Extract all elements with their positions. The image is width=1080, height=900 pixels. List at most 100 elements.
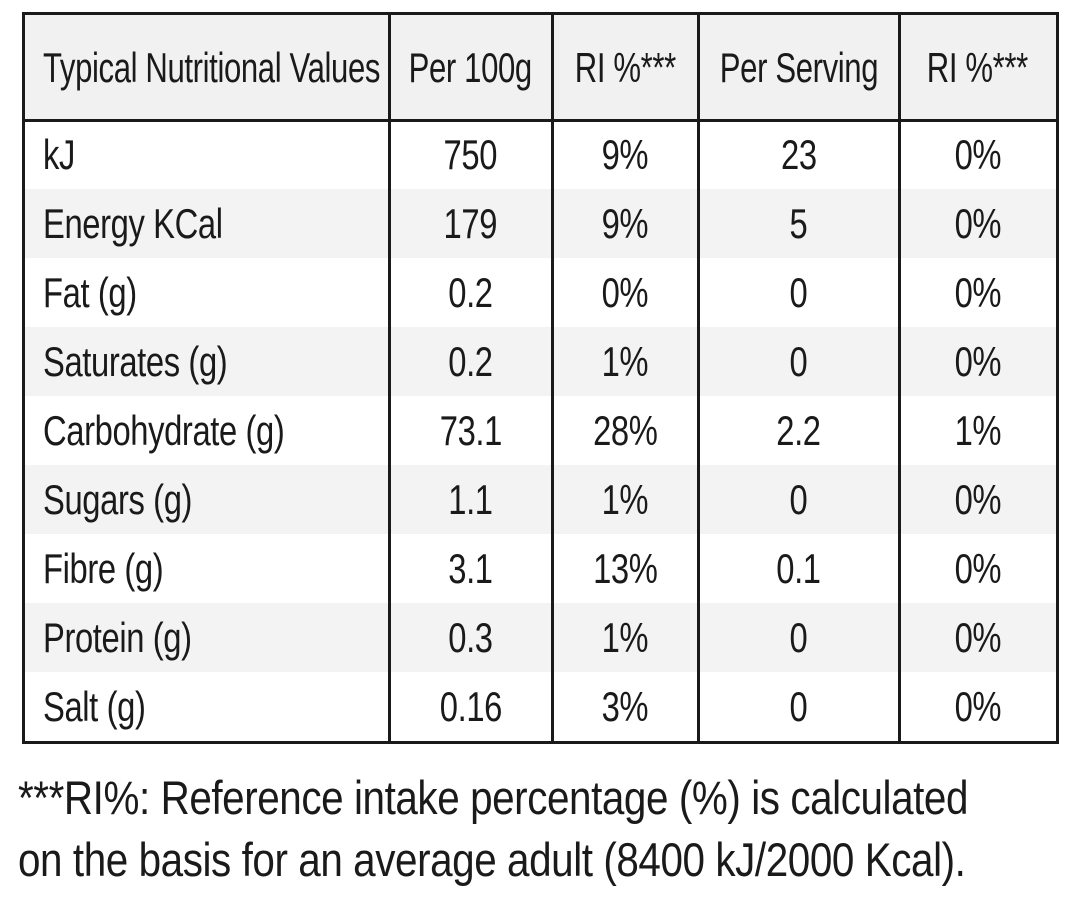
cell-text: RI %*** (926, 43, 1029, 91)
table-cell: 0% (899, 465, 1056, 534)
table-cell: 1% (899, 396, 1056, 465)
table-cell: 0% (899, 327, 1056, 396)
nutrition-table: Typical Nutritional Values Per 100g RI %**… (22, 12, 1059, 744)
cell-text: 1% (601, 613, 649, 661)
cell-text: 0% (954, 475, 1001, 523)
table-cell: 1.1 (389, 465, 552, 534)
cell-text: Protein (g) (43, 613, 192, 661)
cell-text: Fibre (g) (43, 544, 164, 592)
cell-text: 0 (789, 682, 808, 730)
table-cell: 0% (899, 603, 1056, 672)
cell-text: 73.1 (439, 406, 502, 454)
table-cell: Saturates (g) (25, 327, 389, 396)
table-cell: 13% (552, 534, 698, 603)
cell-text: 0% (954, 268, 1001, 316)
cell-text: 0.3 (448, 613, 493, 661)
cell-text: 0.2 (448, 268, 493, 316)
table-cell: 179 (389, 189, 552, 258)
table-cell: Fat (g) (25, 258, 389, 327)
cell-text: 0% (954, 544, 1001, 592)
table-cell: 3.1 (389, 534, 552, 603)
table-cell: Sugars (g) (25, 465, 389, 534)
cell-text: 28% (592, 406, 658, 454)
table-cell: 5 (698, 189, 899, 258)
header-cell: RI %*** (899, 15, 1056, 120)
table-cell: 0 (698, 258, 899, 327)
cell-text: 0 (789, 475, 808, 523)
table-cell: 0% (899, 258, 1056, 327)
cell-text: 0% (954, 337, 1001, 385)
cell-text: Per 100g (408, 43, 533, 91)
cell-text: 9% (601, 130, 649, 178)
table-cell: Salt (g) (25, 672, 389, 741)
table-cell: Energy KCal (25, 189, 389, 258)
table-cell: 23 (698, 120, 899, 189)
table-cell: 9% (552, 120, 698, 189)
column-divider (551, 15, 554, 741)
column-divider (697, 15, 700, 741)
cell-text: Salt (g) (43, 682, 146, 730)
header-cell: Per 100g (389, 15, 552, 120)
cell-text: 0.1 (776, 544, 821, 592)
cell-text: 0% (601, 268, 649, 316)
table-cell: 73.1 (389, 396, 552, 465)
cell-text: 13% (592, 544, 658, 592)
header-cell: Typical Nutritional Values (25, 15, 389, 120)
table-cell: 0.1 (698, 534, 899, 603)
cell-text: 0 (789, 268, 808, 316)
cell-text: 179 (443, 199, 498, 247)
table-cell: 2.2 (698, 396, 899, 465)
cell-text: Energy KCal (43, 199, 223, 247)
table-cell: 28% (552, 396, 698, 465)
footnote-line: ***RI%: Reference intake percentage (%) … (18, 771, 969, 824)
cell-text: 1% (954, 406, 1001, 454)
cell-text: 0% (954, 130, 1001, 178)
cell-text: 1.1 (448, 475, 493, 523)
cell-text: Carbohydrate (g) (43, 406, 285, 454)
table-cell: 0.2 (389, 327, 552, 396)
table-cell: 750 (389, 120, 552, 189)
table-cell: 0% (899, 534, 1056, 603)
cell-text: 3.1 (448, 544, 493, 592)
footnote-line: on the basis for an average adult (8400 … (18, 833, 966, 886)
table-cell: 0% (899, 672, 1056, 741)
table-cell: 0% (899, 120, 1056, 189)
header-cell: RI %*** (552, 15, 698, 120)
table-cell: 0.2 (389, 258, 552, 327)
table-cell: Protein (g) (25, 603, 389, 672)
cell-text: Per Serving (719, 43, 878, 91)
cell-text: 0 (789, 337, 808, 385)
cell-text: Sugars (g) (43, 475, 193, 523)
table-cell: Carbohydrate (g) (25, 396, 389, 465)
cell-text: 9% (601, 199, 649, 247)
table-cell: kJ (25, 120, 389, 189)
table-cell: 0.16 (389, 672, 552, 741)
cell-text: RI %*** (574, 43, 676, 91)
column-divider (898, 15, 901, 741)
table-cell: 0% (552, 258, 698, 327)
cell-text: 0% (954, 199, 1001, 247)
cell-text: 23 (780, 130, 817, 178)
table-cell: 1% (552, 327, 698, 396)
cell-text: 1% (601, 337, 649, 385)
cell-text: 2.2 (776, 406, 821, 454)
table-cell: Fibre (g) (25, 534, 389, 603)
cell-text: 750 (443, 130, 498, 178)
cell-text: 1% (601, 475, 649, 523)
table-cell: 9% (552, 189, 698, 258)
header-divider (25, 119, 1056, 122)
cell-text: Fat (g) (43, 268, 137, 316)
table-cell: 0.3 (389, 603, 552, 672)
table-cell: 0 (698, 465, 899, 534)
table-cell: 0 (698, 603, 899, 672)
cell-text: 0.16 (439, 682, 502, 730)
cell-text: 0 (789, 613, 808, 661)
table-cell: 1% (552, 603, 698, 672)
cell-text: 0.2 (448, 337, 493, 385)
header-cell: Per Serving (698, 15, 899, 120)
cell-text: 0% (954, 613, 1001, 661)
table-cell: 3% (552, 672, 698, 741)
table-cell: 1% (552, 465, 698, 534)
cell-text: Typical Nutritional Values (43, 43, 381, 91)
